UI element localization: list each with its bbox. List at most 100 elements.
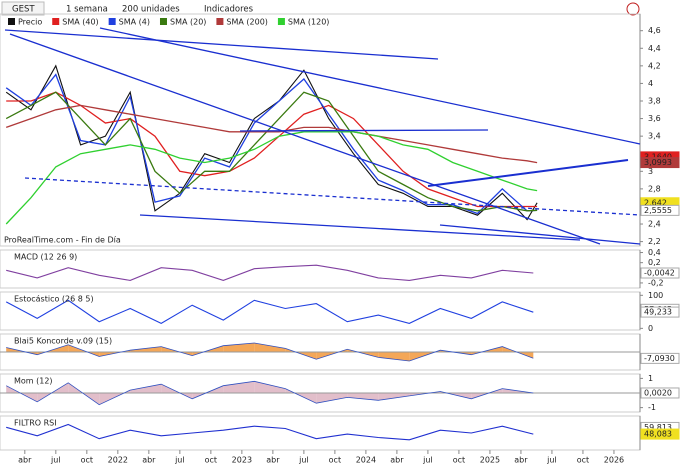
- y-tick-label: 2,2: [648, 237, 661, 246]
- indicator-line: [6, 342, 534, 362]
- price-tag: [640, 428, 680, 440]
- y-tick-label: 0,4: [648, 248, 661, 257]
- period[interactable]: 1 semana: [66, 5, 108, 15]
- x-tick-label: jul: [174, 456, 185, 465]
- symbol-box[interactable]: [1, 1, 45, 16]
- price-tag-label: 2,642: [644, 198, 667, 207]
- y-tick-label: 3: [648, 167, 653, 176]
- x-tick-label: abr: [266, 456, 280, 465]
- panel-title: Mom (12): [14, 377, 53, 386]
- indicator-line: [6, 264, 534, 281]
- area-segment: [130, 346, 162, 352]
- y-tick-label: 4,6: [648, 26, 661, 35]
- price-tag-label: -7,0930: [644, 354, 675, 363]
- panel-title: FILTRO RSI: [14, 419, 57, 428]
- series-line: [5, 91, 538, 212]
- x-tick-label: oct: [205, 456, 217, 465]
- close-icon[interactable]: [626, 2, 640, 16]
- toolbar: GEST 1 semana 200 unidades Indicadores: [1, 1, 640, 16]
- legend-swatch: [159, 18, 167, 25]
- legend-label: SMA (4): [119, 18, 150, 27]
- legend-label: SMA (120): [288, 18, 330, 27]
- x-tick-label: oct: [329, 456, 341, 465]
- trend-lines: [4, 27, 641, 245]
- price-tag: [640, 267, 680, 279]
- y-tick-label: 2,4: [648, 220, 661, 229]
- price-tag: [640, 157, 680, 169]
- legend-swatch: [216, 18, 224, 25]
- price-tag-label: 3,0993: [644, 158, 672, 167]
- area-segment: [347, 393, 379, 401]
- price-tag-label: 59,813: [644, 423, 672, 432]
- price-tag-label: -0,0042: [644, 269, 675, 278]
- price-tag-label: 49,233: [644, 308, 672, 317]
- x-tick-label: jul: [298, 456, 309, 465]
- x-tick-label: abr: [514, 456, 528, 465]
- x-tick-label: 2023: [232, 456, 252, 465]
- price-tag: [640, 387, 680, 399]
- legend-swatch: [8, 18, 15, 25]
- y-tick-label: 1: [648, 374, 653, 383]
- price-tag: [640, 352, 680, 364]
- x-tick-label: oct: [453, 456, 465, 465]
- panel-title: MACD (12 26 9): [14, 253, 77, 262]
- x-tick-label: oct: [577, 456, 589, 465]
- legend-label: Precio: [18, 18, 42, 27]
- indicator-line: [6, 380, 534, 406]
- symbol[interactable]: GEST: [12, 5, 35, 15]
- area-segment: [130, 384, 162, 393]
- y-tick-label: 4,4: [648, 44, 661, 53]
- x-tick-label: jul: [422, 456, 433, 465]
- price-tag-label: 0,0020: [644, 388, 672, 397]
- y-tick-label: 4,2: [648, 61, 661, 70]
- legend-label: SMA (200): [226, 18, 268, 27]
- price-tag: [640, 204, 680, 216]
- legend-swatch: [108, 18, 116, 25]
- units[interactable]: 200 unidades: [122, 5, 180, 15]
- panel-title: Estocástico (26 8 5): [14, 295, 94, 304]
- indicator-line: [6, 423, 534, 441]
- panel-title: Blai5 Koncorde v.09 (15): [14, 337, 112, 346]
- area-segment: [378, 393, 410, 401]
- legend-label: SMA (40): [62, 18, 98, 27]
- series-line: [5, 104, 538, 164]
- x-tick-label: abr: [18, 456, 32, 465]
- y-tick-label: 4: [648, 79, 653, 88]
- price-tag-label: 2,5555: [644, 206, 672, 215]
- x-tick-label: oct: [81, 456, 93, 465]
- area-segment: [223, 381, 255, 393]
- y-tick-label: 3,4: [648, 132, 661, 141]
- y-tick-label: 3,6: [648, 114, 661, 123]
- area-segment: [378, 352, 410, 361]
- x-tick-label: abr: [390, 456, 404, 465]
- legend-label: SMA (20): [170, 18, 206, 27]
- watermark: ProRealTime.com - Fin de Día: [4, 236, 121, 245]
- y-tick-label: 0,2: [648, 258, 661, 267]
- series-line: [5, 131, 538, 225]
- legend-swatch: [52, 18, 60, 25]
- x-tick-label: 2025: [480, 456, 500, 465]
- x-tick-label: jul: [546, 456, 557, 465]
- y-tick-label: 100: [648, 291, 663, 300]
- price-tag-label: 3,1640: [644, 152, 672, 161]
- price-tag-label: 48,083: [644, 430, 672, 439]
- legend-swatch: [277, 18, 285, 25]
- x-tick-label: 2024: [356, 456, 376, 465]
- area-segment: [254, 381, 286, 393]
- price-tag: [640, 306, 680, 318]
- y-tick-label: 3,8: [648, 97, 661, 106]
- x-tick-label: jul: [50, 456, 61, 465]
- y-tick-label: 0: [648, 324, 653, 333]
- x-tick-label: 2022: [108, 456, 128, 465]
- y-tick-label: -1: [648, 403, 656, 412]
- x-tick-label: abr: [142, 456, 156, 465]
- y-tick-label: -0,2: [648, 278, 664, 287]
- y-tick-label: 2,8: [648, 184, 661, 193]
- area-segment: [254, 343, 286, 352]
- x-tick-label: 2026: [604, 456, 624, 465]
- indicators[interactable]: Indicadores: [204, 5, 254, 15]
- area-segment: [316, 393, 348, 404]
- indicator-line: [5, 299, 534, 325]
